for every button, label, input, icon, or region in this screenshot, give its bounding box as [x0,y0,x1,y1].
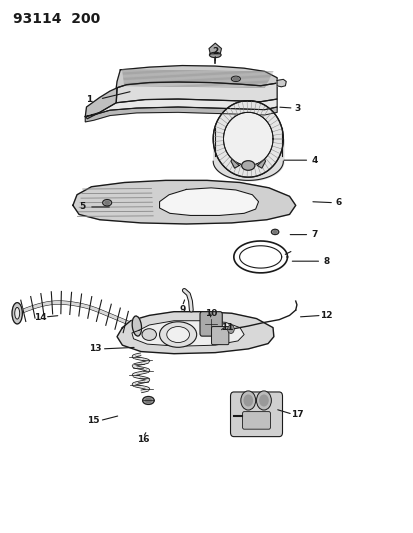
Text: 10: 10 [204,309,217,318]
Text: 15: 15 [87,416,100,425]
Ellipse shape [166,327,189,343]
Text: 8: 8 [323,257,329,265]
Polygon shape [230,159,239,168]
Circle shape [240,391,255,410]
Text: 17: 17 [291,410,304,419]
Ellipse shape [102,199,112,206]
Circle shape [227,325,234,334]
Text: 13: 13 [89,344,102,353]
Ellipse shape [159,322,196,348]
Text: 16: 16 [136,435,149,444]
FancyBboxPatch shape [230,392,282,437]
Ellipse shape [105,201,109,204]
Ellipse shape [142,397,154,405]
Text: 5: 5 [79,203,85,212]
Text: 3: 3 [294,103,300,112]
Polygon shape [117,312,273,354]
Polygon shape [209,43,221,54]
Ellipse shape [132,316,141,336]
Text: 14: 14 [33,312,46,321]
Ellipse shape [233,77,238,80]
Circle shape [259,395,268,406]
Polygon shape [223,112,272,165]
Polygon shape [213,101,282,177]
Text: 4: 4 [310,156,317,165]
Polygon shape [116,82,276,103]
Polygon shape [257,159,265,168]
Polygon shape [85,107,276,122]
Text: 2: 2 [211,47,218,55]
Polygon shape [73,180,295,224]
FancyBboxPatch shape [242,411,270,429]
Ellipse shape [12,303,22,324]
Polygon shape [276,79,285,87]
Text: 9: 9 [179,304,185,313]
Polygon shape [159,188,258,215]
Ellipse shape [271,229,278,235]
Ellipse shape [142,329,156,341]
Circle shape [244,395,252,406]
Ellipse shape [231,76,240,82]
Text: 12: 12 [320,311,332,320]
Text: 1: 1 [86,94,93,103]
Polygon shape [85,99,276,117]
FancyBboxPatch shape [211,327,228,345]
FancyBboxPatch shape [199,312,222,336]
Ellipse shape [145,398,151,402]
Polygon shape [132,321,244,346]
Text: 11: 11 [221,323,233,332]
Ellipse shape [15,308,20,319]
Text: 7: 7 [310,230,317,239]
Text: 6: 6 [335,198,341,207]
Polygon shape [116,66,276,88]
Ellipse shape [241,161,254,170]
Polygon shape [85,88,117,119]
Ellipse shape [273,231,276,233]
Circle shape [256,391,271,410]
Ellipse shape [209,52,221,58]
Text: 93114  200: 93114 200 [13,12,100,27]
